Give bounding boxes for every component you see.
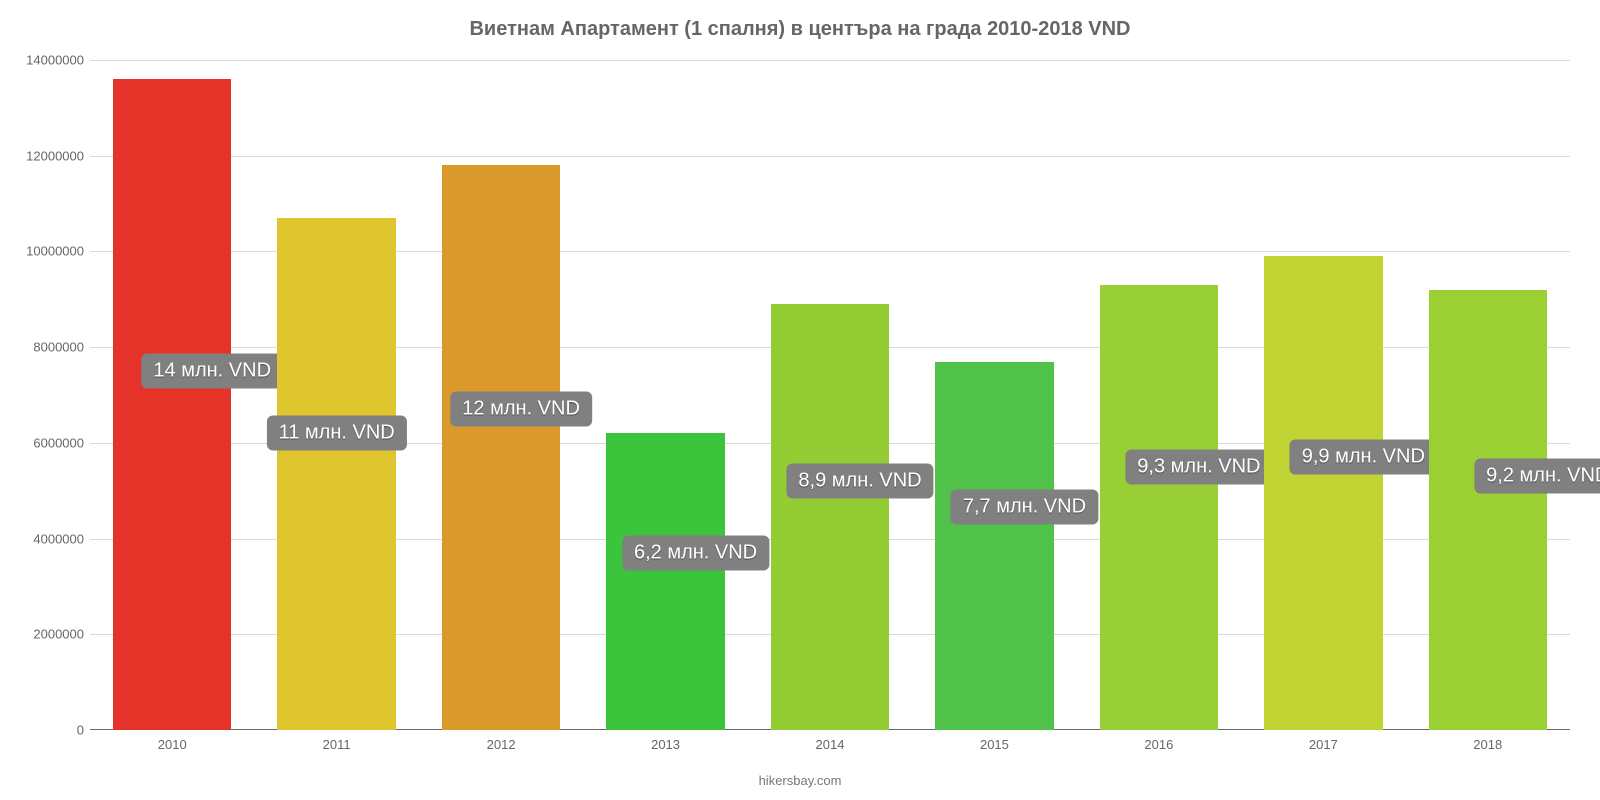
y-tick-label: 12000000: [26, 148, 84, 163]
y-tick-label: 8000000: [33, 340, 84, 355]
y-tick-label: 2000000: [33, 627, 84, 642]
x-tick-label: 2018: [1473, 737, 1502, 752]
value-badge: 11 млн. VND: [267, 416, 407, 451]
y-tick-label: 0: [77, 723, 84, 738]
y-tick-label: 10000000: [26, 244, 84, 259]
bar: [442, 165, 560, 730]
y-tick-label: 4000000: [33, 531, 84, 546]
x-tick-label: 2010: [158, 737, 187, 752]
bar: [771, 304, 889, 730]
value-badge: 9,9 млн. VND: [1290, 440, 1437, 475]
gridline: [90, 60, 1570, 61]
x-tick-label: 2016: [1144, 737, 1173, 752]
y-axis: 0200000040000006000000800000010000000120…: [0, 60, 90, 730]
value-badge: 9,2 млн. VND: [1474, 459, 1600, 494]
chart-container: Виетнам Апартамент (1 спалня) в центъра …: [0, 0, 1600, 800]
attribution-label: hikersbay.com: [0, 773, 1600, 788]
bar: [606, 433, 724, 730]
value-badge: 6,2 млн. VND: [622, 535, 769, 570]
x-tick-label: 2017: [1309, 737, 1338, 752]
gridline: [90, 156, 1570, 157]
value-badge: 8,9 млн. VND: [786, 464, 933, 499]
x-tick-label: 2014: [816, 737, 845, 752]
value-badge: 12 млн. VND: [450, 392, 592, 427]
x-tick-label: 2012: [487, 737, 516, 752]
bar: [1429, 290, 1547, 730]
bar: [277, 218, 395, 730]
bar: [1100, 285, 1218, 730]
value-badge: 14 млн. VND: [141, 354, 283, 389]
value-badge: 7,7 млн. VND: [951, 490, 1098, 525]
bar: [113, 79, 231, 730]
x-tick-label: 2013: [651, 737, 680, 752]
x-tick-label: 2015: [980, 737, 1009, 752]
chart-title: Виетнам Апартамент (1 спалня) в центъра …: [0, 18, 1600, 41]
y-tick-label: 14000000: [26, 53, 84, 68]
bar: [935, 362, 1053, 731]
x-tick-label: 2011: [323, 737, 351, 752]
y-tick-label: 6000000: [33, 435, 84, 450]
bar: [1264, 256, 1382, 730]
value-badge: 9,3 млн. VND: [1125, 449, 1272, 484]
plot-area: 201014 млн. VND201111 млн. VND201212 млн…: [90, 60, 1570, 730]
